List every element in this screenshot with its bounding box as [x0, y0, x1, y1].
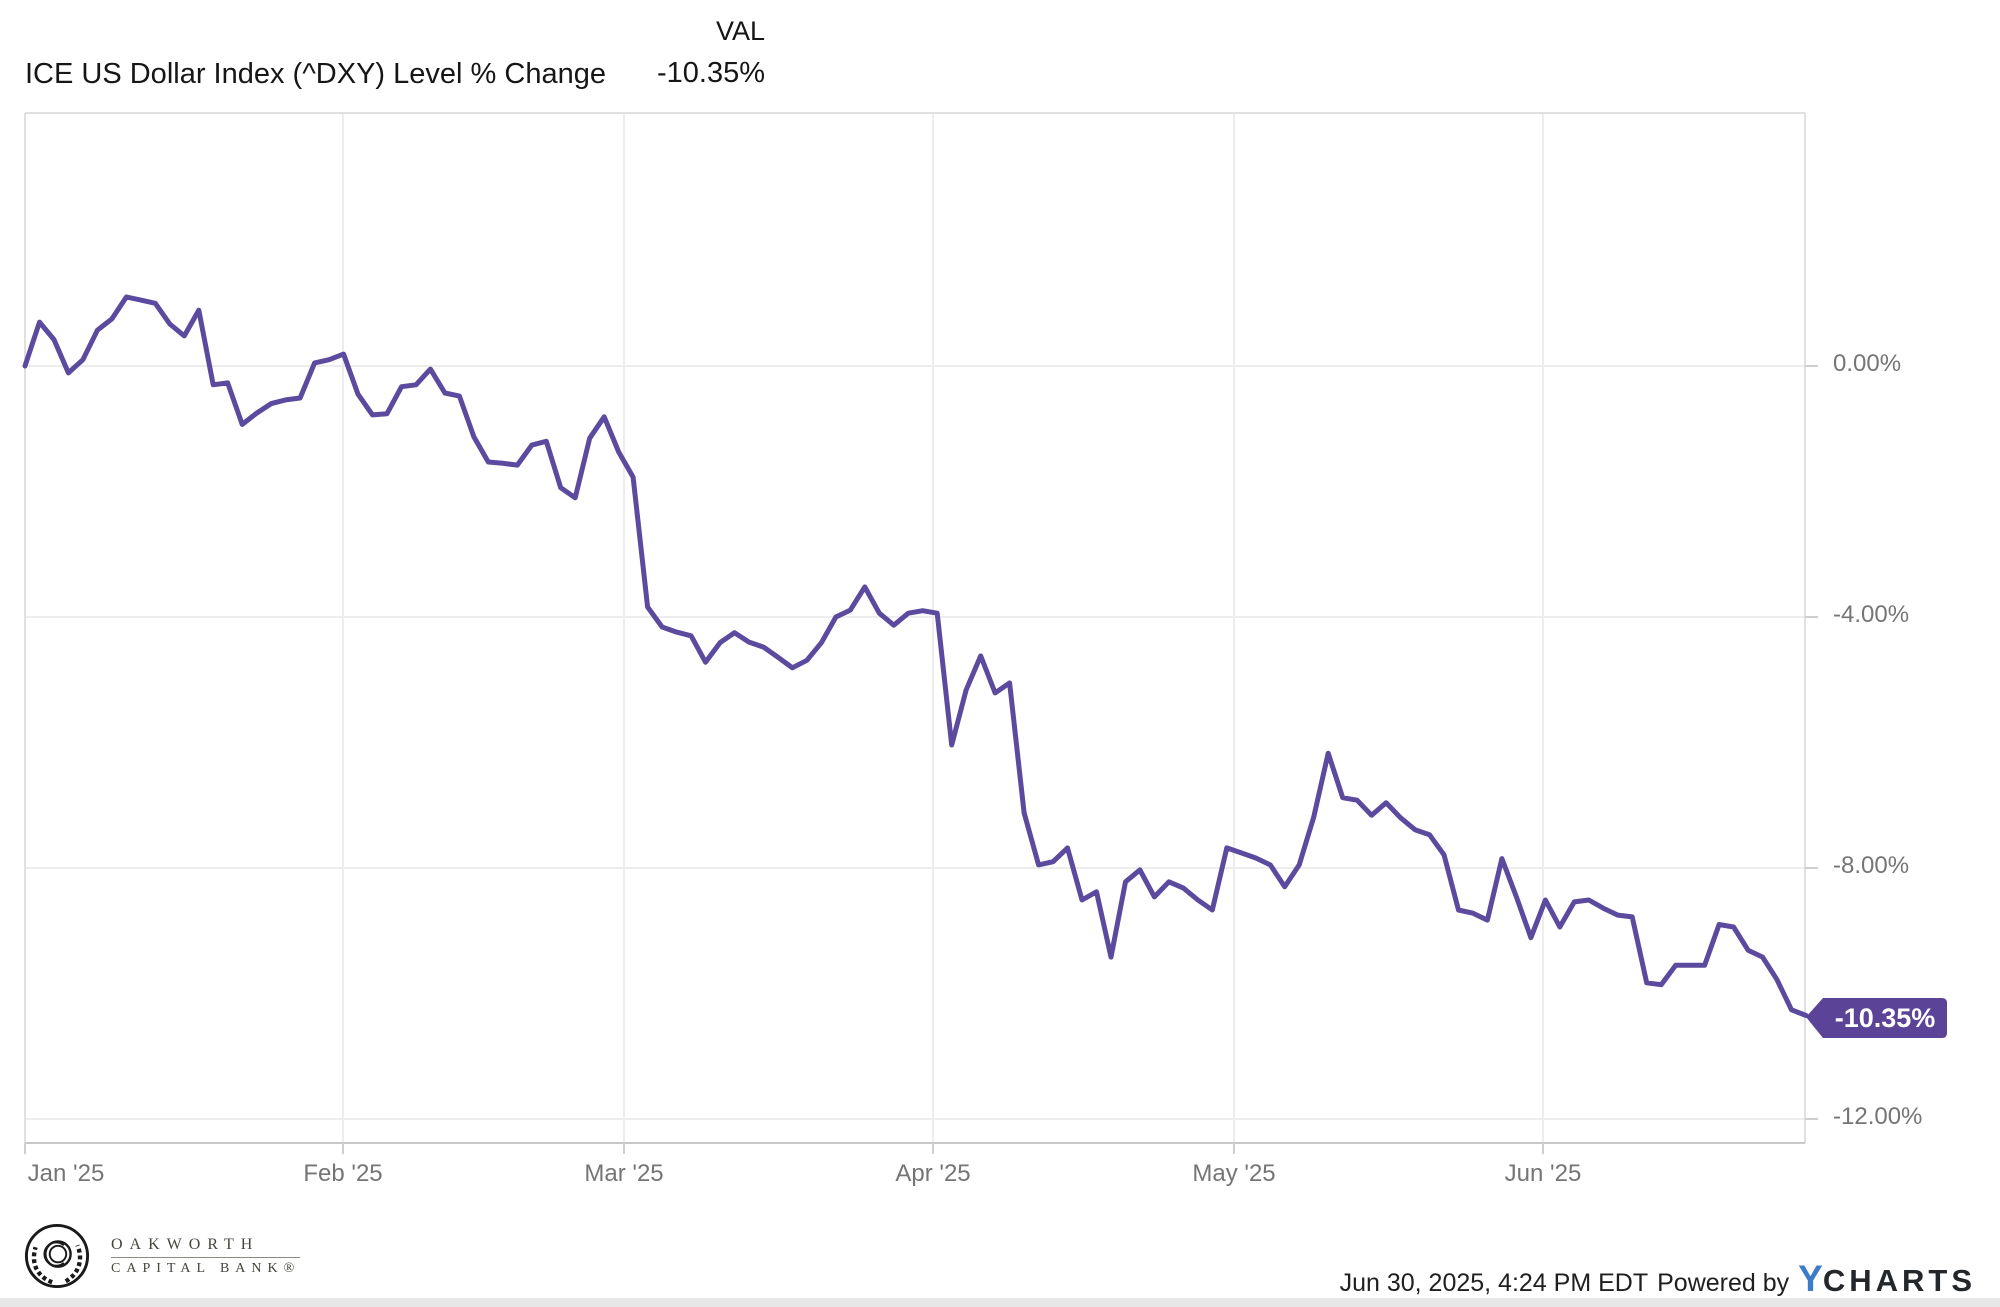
y-tick-label: -4.00%: [1833, 601, 1910, 628]
chart-title: ICE US Dollar Index (^DXY) Level % Chang…: [25, 58, 606, 90]
timestamp: Jun 30, 2025, 4:24 PM EDT: [1339, 1269, 1649, 1297]
legend-header-val: VAL: [715, 16, 765, 46]
last-value-badge-shape: [1806, 998, 1947, 1038]
vertical-gridlines: [342, 113, 1544, 1143]
oakworth-subtitle: CAPITAL BANK®: [111, 1260, 301, 1276]
y-tick-label: 0.00%: [1833, 350, 1902, 377]
oakworth-name: OAKWORTH: [111, 1236, 301, 1258]
y-tick-label: -8.00%: [1833, 852, 1910, 879]
price-line: [22, 294, 1809, 1018]
oakworth-logo-text: OAKWORTH CAPITAL BANK®: [111, 1236, 301, 1277]
horizontal-gridlines: [25, 365, 1805, 1120]
y-axis-ticks: [1805, 365, 1818, 1120]
bottom-divider-bar: [0, 1298, 2000, 1307]
y-tick-label: -12.00%: [1833, 1103, 1923, 1130]
attribution: Jun 30, 2025, 4:24 PM EDT Powered by Y C…: [1340, 1258, 1976, 1300]
oakworth-logo-icon: [24, 1223, 90, 1289]
plot-border: [24, 112, 1806, 1143]
x-axis-ticks: [24, 1143, 1544, 1154]
x-tick-label: Mar '25: [584, 1160, 664, 1187]
legend-column: VAL -10.35%: [540, 16, 765, 90]
legend-current-value: -10.35%: [656, 57, 765, 89]
x-tick-label: Jan '25: [27, 1160, 105, 1187]
x-tick-label: Apr '25: [895, 1160, 971, 1187]
ycharts-logo-y: Y: [1798, 1258, 1823, 1299]
last-value-badge: -10.35%: [1834, 1003, 1936, 1033]
x-tick-label: Jun '25: [1504, 1160, 1582, 1187]
oakworth-branding: OAKWORTH CAPITAL BANK®: [23, 1221, 301, 1291]
x-tick-label: Feb '25: [303, 1160, 383, 1187]
x-tick-label: May '25: [1192, 1160, 1276, 1187]
ycharts-logo[interactable]: Y CHARTS: [1798, 1258, 1976, 1300]
powered-by-label: Powered by: [1657, 1269, 1790, 1297]
ycharts-logo-charts: CHARTS: [1822, 1263, 1976, 1298]
